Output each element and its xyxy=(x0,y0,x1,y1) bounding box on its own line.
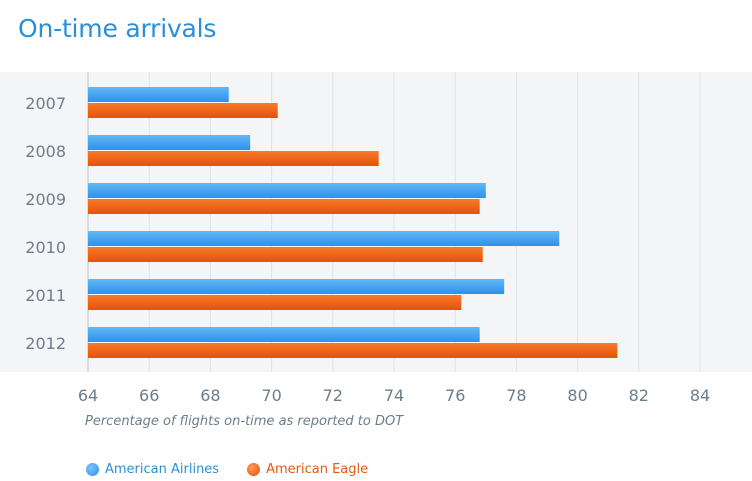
x-tick-label-72: 72 xyxy=(323,386,343,405)
x-tick-label-66: 66 xyxy=(139,386,159,405)
x-tick-label-70: 70 xyxy=(261,386,281,405)
x-tick-label-76: 76 xyxy=(445,386,465,405)
x-axis-label: Percentage of flights on-time as reporte… xyxy=(85,414,404,429)
category-label-2007: 2007 xyxy=(25,94,66,113)
category-label-2009: 2009 xyxy=(25,190,66,209)
chart-title: On-time arrivals xyxy=(18,14,217,43)
x-tick-label-74: 74 xyxy=(384,386,404,405)
bar-american-airlines-2007 xyxy=(88,87,229,102)
category-label-2011: 2011 xyxy=(25,286,66,305)
bar-american-airlines-2011 xyxy=(88,279,505,294)
bar-american-eagle-2008 xyxy=(88,151,379,166)
x-tick-label-64: 64 xyxy=(78,386,98,405)
category-label-2008: 2008 xyxy=(25,142,66,161)
bar-american-eagle-2007 xyxy=(88,103,278,118)
x-tick-label-68: 68 xyxy=(200,386,220,405)
legend-item-american-eagle: American Eagle xyxy=(247,462,368,477)
x-tick-label-82: 82 xyxy=(629,386,649,405)
category-label-2010: 2010 xyxy=(25,238,66,257)
legend-swatch-american-eagle xyxy=(247,463,261,476)
legend-swatch-american-airlines xyxy=(86,463,99,476)
bar-american-airlines-2008 xyxy=(88,135,251,150)
category-label-2012: 2012 xyxy=(25,334,66,353)
x-tick-label-84: 84 xyxy=(690,386,710,405)
bar-american-airlines-2010 xyxy=(88,231,560,246)
legend-label-american-eagle: American Eagle xyxy=(266,462,369,477)
legend: American Airlines American Eagle xyxy=(86,462,396,477)
bar-american-eagle-2009 xyxy=(88,199,480,214)
bar-american-eagle-2010 xyxy=(88,247,483,262)
bar-american-airlines-2012 xyxy=(88,327,480,342)
legend-label-american-airlines: American Airlines xyxy=(105,462,220,477)
bar-chart: 2007 2008 2009 2010 2011 2012 64 66 68 70 72 74 76 7… xyxy=(0,72,752,405)
x-tick-label-80: 80 xyxy=(567,386,587,405)
legend-item-american-airlines: American Airlines xyxy=(86,462,219,477)
bar-american-eagle-2011 xyxy=(88,295,462,310)
bar-american-eagle-2012 xyxy=(88,343,618,358)
bar-american-airlines-2009 xyxy=(88,183,486,198)
plot-background xyxy=(0,72,752,372)
x-tick-label-78: 78 xyxy=(506,386,526,405)
